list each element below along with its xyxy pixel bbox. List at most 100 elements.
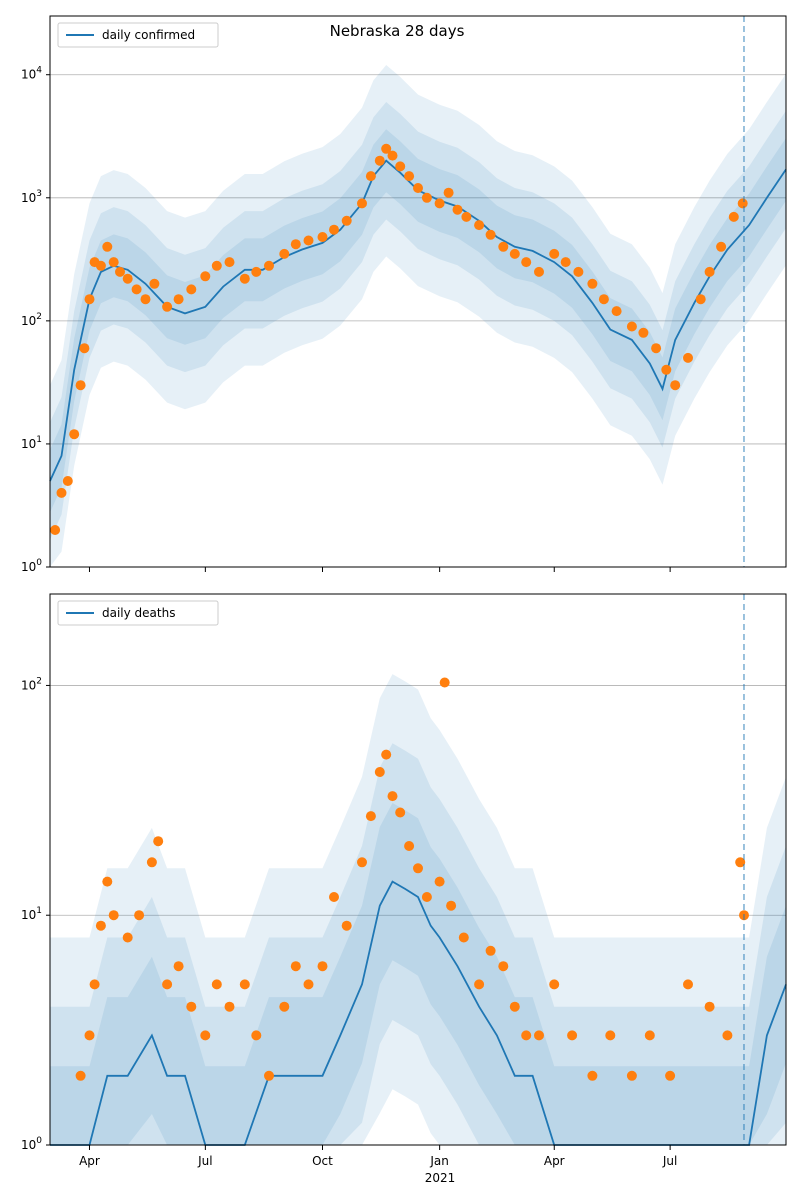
observed-point [153,836,164,847]
y-tick-label: 102 [21,312,42,328]
observed-point [485,945,496,956]
model-line [49,159,787,482]
observed-point [498,961,509,972]
observed-point [79,343,90,354]
observed-point [439,677,450,688]
observed-point [108,910,119,921]
x-tick-label: Jul [662,1154,677,1168]
observed-point [115,266,125,277]
uncertainty-band-1 [50,674,786,1145]
observed-point [387,791,398,802]
uncertainty-band-2 [50,743,786,1145]
observed-point [509,248,520,259]
observed-point [341,215,352,226]
observed-point [264,1070,274,1081]
observed-point [162,301,173,312]
y-tick-label: 101 [21,435,42,451]
observed-point [626,1070,637,1081]
observed-point [381,749,392,760]
panel-2: 100 101 102 Apr Jul Oct Jan Apr Jul daily deaths [21,593,787,1168]
y-tick-label: 100 [21,558,42,574]
observed-point [661,364,672,375]
observed-point [317,961,328,972]
observed-point [534,266,544,277]
observed-point [683,352,693,363]
observed-point [461,211,472,222]
observed-point [329,892,339,902]
axes-frame [49,15,787,568]
observed-point [173,961,184,972]
observed-point [670,380,681,391]
observed-point [75,380,86,391]
observed-point [224,1001,235,1012]
observed-point [737,198,748,209]
x-tick-label: Jan [429,1154,449,1168]
observed-point [381,143,392,154]
observed-point [704,1001,715,1012]
observed-point [434,876,445,887]
observed-point [69,429,80,440]
observed-point [239,979,250,990]
observed-point [626,321,637,332]
observed-point [404,171,415,182]
observed-point [84,294,95,305]
observed-point [644,1030,655,1041]
y-tick-label: 103 [21,189,42,205]
observed-point [395,807,406,818]
observed-point [102,876,113,887]
observed-point [567,1030,578,1041]
observed-point [95,920,106,931]
observed-point [458,932,469,943]
observed-point [605,1030,616,1041]
observed-point [560,257,571,268]
observed-point [200,271,211,282]
observed-point [549,248,560,259]
observed-point [434,198,445,209]
observed-point [140,294,151,305]
observed-point [224,257,235,268]
observed-point [485,229,496,240]
y-tick-label: 104 [21,66,42,82]
observed-point [387,150,398,161]
y-tick-label: 101 [21,906,42,922]
observed-point [62,476,73,486]
observed-point [84,1030,95,1041]
observed-point [443,187,454,198]
observed-point [251,266,262,277]
observed-point [651,343,662,354]
observed-point [251,1030,262,1041]
observed-point [200,1030,211,1041]
observed-point [290,239,301,250]
observed-point [365,811,376,822]
observed-point [374,155,385,166]
axes-frame [49,593,787,1146]
observed-point [521,1030,532,1041]
observed-point [452,204,463,215]
observed-point [695,294,706,305]
observed-point [365,171,376,182]
observed-point [704,266,715,277]
observed-point [716,241,727,252]
observed-point [665,1070,676,1081]
uncertainty-band-3 [50,803,786,1145]
legend-label: daily deaths [102,606,175,620]
observed-point [421,892,432,902]
observed-point [279,1001,290,1012]
uncertainty-band-3 [50,129,786,513]
legend-box [57,600,219,626]
observed-point [357,857,367,868]
observed-point [573,266,584,277]
observed-point [587,278,598,289]
observed-point [498,241,509,252]
observed-point [102,241,113,252]
legend-box [57,22,219,48]
observed-point [374,767,385,777]
observed-point [279,248,290,259]
observed-point [173,294,184,305]
observed-point [50,525,61,535]
observed-point [108,257,119,268]
observed-point [638,327,649,338]
observed-point [162,979,173,990]
x-tick-label: Jul [197,1154,212,1168]
